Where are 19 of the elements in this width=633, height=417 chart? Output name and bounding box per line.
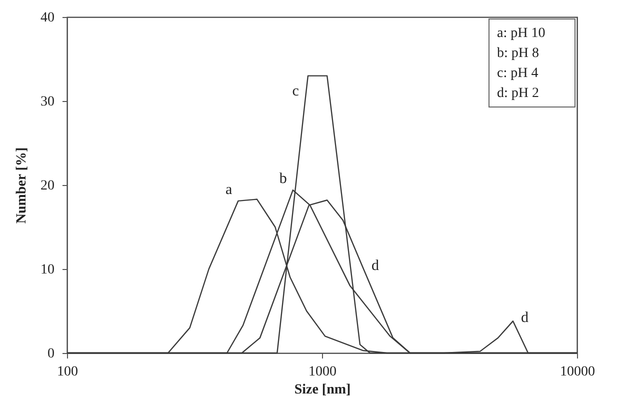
x-tick-label: 100 — [57, 364, 78, 380]
annotation: d — [372, 258, 380, 274]
y-tick-label: 30 — [40, 94, 54, 110]
annotation: a — [225, 182, 232, 198]
x-tick-label: 1000 — [308, 364, 336, 380]
annotation: d: pH 2 — [497, 86, 539, 101]
annotation: b: pH 8 — [497, 46, 539, 61]
y-axis-title: Number [%] — [14, 147, 30, 224]
y-tick-label: 0 — [48, 346, 54, 362]
x-tick-label: 10000 — [560, 364, 595, 380]
y-tick-label: 20 — [40, 178, 54, 194]
annotation: a: pH 10 — [497, 26, 546, 41]
y-tick-label: 10 — [40, 262, 54, 278]
annotation: d — [520, 310, 529, 326]
y-tick-label: 40 — [40, 10, 54, 26]
annotation: c — [292, 84, 300, 100]
annotation: b — [279, 171, 287, 188]
x-axis-title: Size [nm] — [294, 382, 351, 398]
annotation: c: pH 4 — [497, 66, 538, 81]
